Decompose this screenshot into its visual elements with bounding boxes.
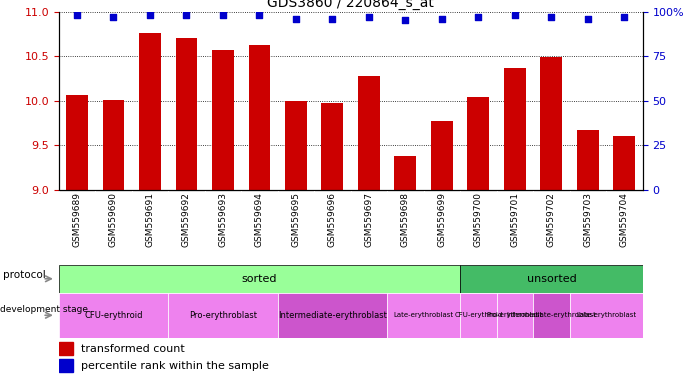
Bar	[66, 94, 88, 190]
Point	[108, 14, 119, 20]
Point	[218, 12, 229, 18]
Text: protocol: protocol	[3, 270, 46, 280]
Point	[290, 16, 301, 22]
Point	[181, 12, 192, 18]
Bar	[460, 265, 643, 293]
Bar	[59, 342, 73, 355]
Bar	[358, 76, 380, 190]
Bar	[577, 130, 599, 190]
Point	[437, 16, 448, 22]
Point	[71, 12, 82, 18]
Bar	[431, 121, 453, 190]
Bar	[278, 293, 387, 338]
Bar	[249, 45, 270, 190]
Bar	[102, 100, 124, 190]
Point	[619, 14, 630, 20]
Text: Late-erythroblast: Late-erythroblast	[576, 312, 636, 318]
Text: GSM559700: GSM559700	[474, 192, 483, 247]
Text: GSM559690: GSM559690	[109, 192, 118, 247]
Text: GSM559696: GSM559696	[328, 192, 337, 247]
Point	[546, 14, 557, 20]
Text: GSM559692: GSM559692	[182, 192, 191, 247]
Text: GSM559691: GSM559691	[146, 192, 155, 247]
Bar	[59, 293, 168, 338]
Text: GSM559699: GSM559699	[437, 192, 446, 247]
Bar	[497, 293, 533, 338]
Point	[254, 12, 265, 18]
Bar	[176, 38, 198, 190]
Point	[509, 12, 520, 18]
Bar	[59, 265, 460, 293]
Text: GSM559703: GSM559703	[583, 192, 592, 247]
Bar	[460, 293, 497, 338]
Text: GSM559693: GSM559693	[218, 192, 227, 247]
Text: Pro-erythroblast: Pro-erythroblast	[189, 311, 257, 320]
Text: CFU-erythroid: CFU-erythroid	[454, 312, 502, 318]
Text: GSM559689: GSM559689	[73, 192, 82, 247]
Point	[327, 16, 338, 22]
Point	[400, 17, 411, 23]
Bar	[569, 293, 643, 338]
Text: percentile rank within the sample: percentile rank within the sample	[81, 361, 269, 371]
Bar	[387, 293, 460, 338]
Text: GSM559702: GSM559702	[547, 192, 556, 247]
Title: GDS3860 / 220864_s_at: GDS3860 / 220864_s_at	[267, 0, 434, 10]
Bar	[395, 156, 417, 190]
Point	[363, 14, 375, 20]
Text: transformed count: transformed count	[81, 344, 184, 354]
Text: GSM559697: GSM559697	[364, 192, 373, 247]
Bar	[139, 33, 161, 190]
Text: CFU-erythroid: CFU-erythroid	[84, 311, 143, 320]
Point	[144, 12, 155, 18]
Bar	[168, 293, 278, 338]
Bar	[504, 68, 526, 190]
Text: GSM559694: GSM559694	[255, 192, 264, 247]
Point	[583, 16, 594, 22]
Bar	[614, 136, 635, 190]
Bar	[285, 101, 307, 190]
Point	[473, 14, 484, 20]
Bar	[321, 103, 343, 190]
Text: Late-erythroblast: Late-erythroblast	[394, 312, 454, 318]
Text: GSM559701: GSM559701	[511, 192, 520, 247]
Bar	[533, 293, 569, 338]
Text: GSM559704: GSM559704	[620, 192, 629, 247]
Text: development stage: development stage	[0, 305, 88, 314]
Text: Intermediate-erythroblast: Intermediate-erythroblast	[278, 311, 387, 320]
Bar	[467, 97, 489, 190]
Text: Intermediate-erythroblast: Intermediate-erythroblast	[507, 312, 596, 318]
Text: GSM559695: GSM559695	[292, 192, 301, 247]
Text: unsorted: unsorted	[527, 274, 576, 284]
Text: GSM559698: GSM559698	[401, 192, 410, 247]
Bar	[540, 57, 562, 190]
Text: sorted: sorted	[242, 274, 277, 284]
Bar	[212, 50, 234, 190]
Text: Pro-erythroblast: Pro-erythroblast	[487, 312, 543, 318]
Bar	[59, 359, 73, 372]
